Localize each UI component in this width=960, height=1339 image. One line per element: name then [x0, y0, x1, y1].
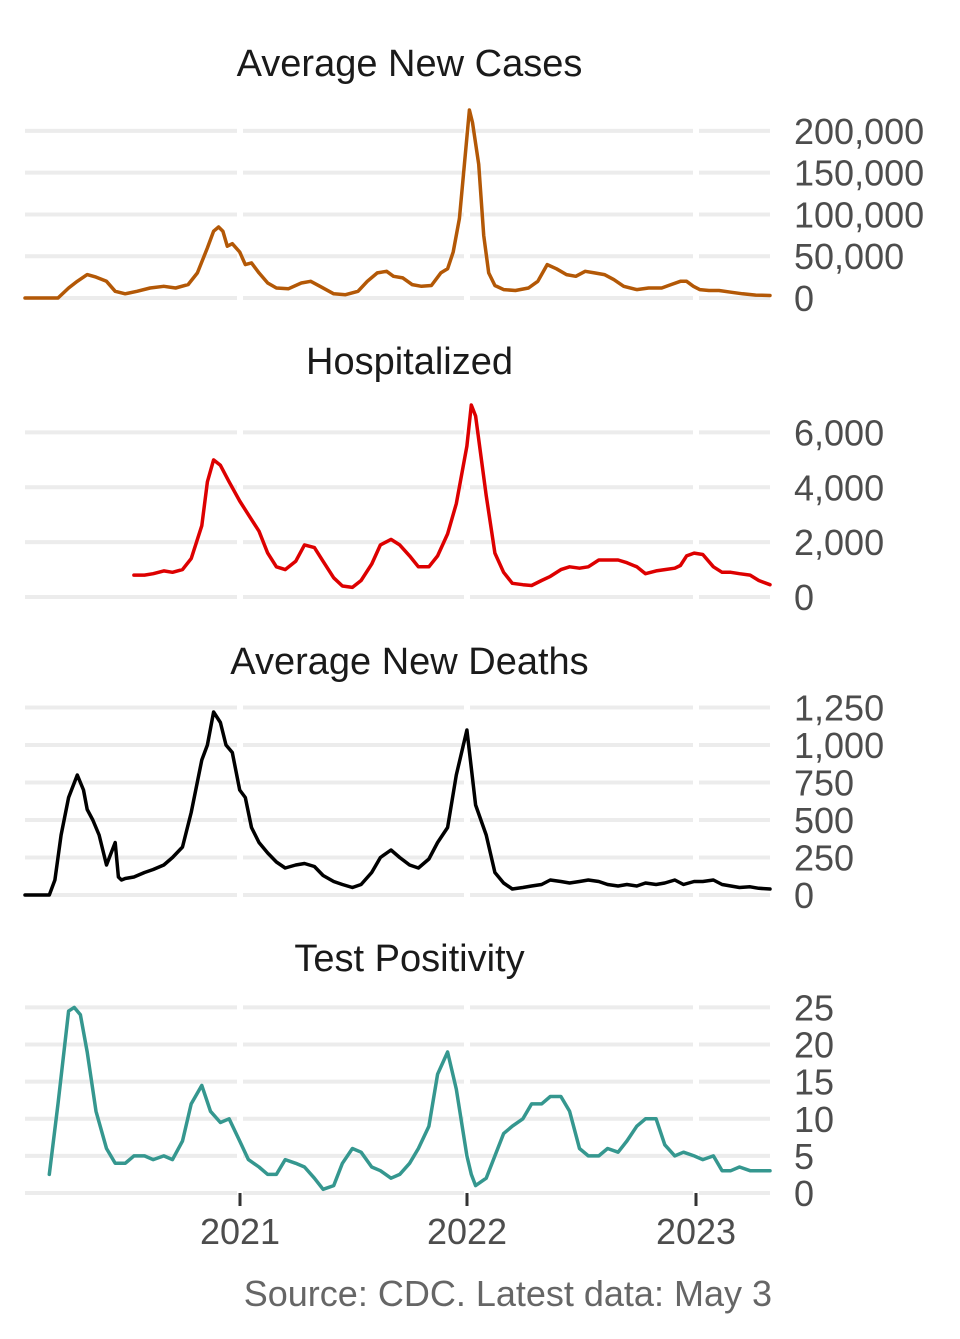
y-tick-label: 0: [794, 1173, 814, 1214]
y-tick-label: 0: [794, 577, 814, 618]
x-tick-label: 2023: [656, 1211, 736, 1252]
y-tick-label: 20: [794, 1025, 834, 1066]
y-tick-label: 50,000: [794, 236, 904, 277]
y-tick-label: 200,000: [794, 111, 924, 152]
y-tick-label: 750: [794, 763, 854, 804]
y-tick-label: 1,000: [794, 725, 884, 766]
y-tick-label: 6,000: [794, 412, 884, 453]
y-tick-label: 250: [794, 838, 854, 879]
y-tick-label: 100,000: [794, 194, 924, 235]
panel-0: Average New Cases 050,000100,000150,00020…: [23, 43, 924, 319]
x-tick-label: 2022: [427, 1211, 507, 1252]
y-tick-label: 150,000: [794, 153, 924, 194]
chart-panels: Average New Cases050,000100,000150,00020…: [23, 43, 924, 1214]
y-tick-label: 4,000: [794, 467, 884, 508]
series-line: [23, 108, 772, 300]
x-axis: 2021 2022 2023: [200, 1211, 736, 1252]
y-tick-label: 5: [794, 1136, 814, 1177]
series-line: [23, 710, 772, 897]
x-tick-label: 2021: [200, 1211, 280, 1252]
source-note: Source: CDC. Latest data: May 3: [244, 1273, 772, 1314]
y-tick-label: 25: [794, 987, 834, 1028]
panel-title: Test Positivity: [294, 938, 524, 980]
y-tick-label: 0: [794, 875, 814, 916]
y-tick-label: 0: [794, 278, 814, 319]
y-tick-label: 500: [794, 800, 854, 841]
panel-title: Average New Deaths: [230, 641, 588, 683]
y-tick-label: 10: [794, 1099, 834, 1140]
series-line: [132, 403, 772, 590]
y-tick-label: 2,000: [794, 522, 884, 563]
series-line: [47, 1005, 772, 1192]
panel-title: Hospitalized: [306, 341, 513, 383]
panel-title: Average New Cases: [237, 43, 583, 85]
y-tick-label: 1,250: [794, 688, 884, 729]
y-tick-label: 15: [794, 1062, 834, 1103]
panel-1: Hospitalized 0 2,000 4,000 6,000: [25, 341, 884, 618]
